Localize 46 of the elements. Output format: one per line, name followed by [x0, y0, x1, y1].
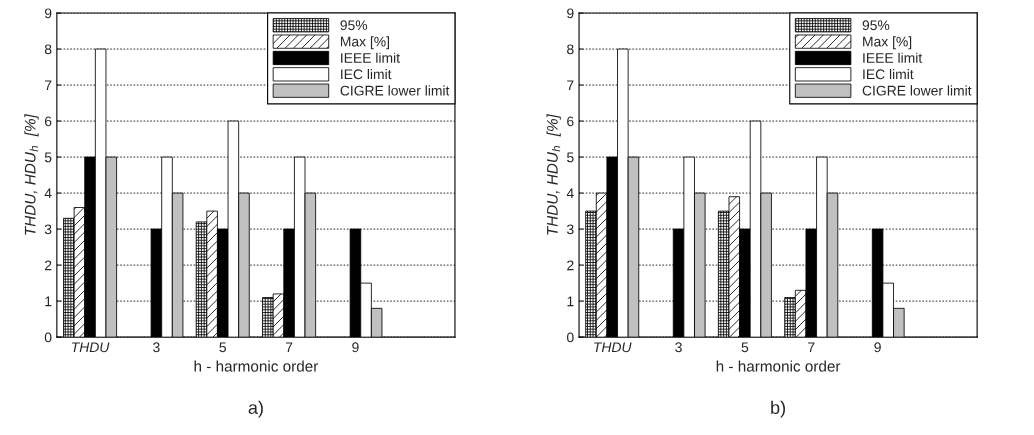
legend-label: IEC limit — [863, 68, 914, 80]
legend-label: CIGRE lower limit — [340, 85, 450, 96]
y-tick-label: 0 — [567, 332, 574, 343]
x-tick-label: 3 — [675, 342, 682, 353]
x-tick-label: 9 — [352, 342, 359, 353]
y-tick-label: 5 — [44, 152, 52, 163]
y-tick-label: 6 — [567, 116, 574, 127]
y-tick-label: 2 — [567, 260, 574, 271]
legend-label: IEEE limit — [341, 52, 400, 63]
y-tick-label: 0 — [44, 332, 52, 343]
x-axis-title: h - harmonic order — [716, 360, 841, 372]
legend-label: CIGRE lower limit — [862, 85, 972, 96]
x-axis-title: h - harmonic order — [194, 360, 319, 372]
x-tick-label: 5 — [219, 342, 227, 353]
y-tick-label: 1 — [567, 296, 574, 307]
y-tick-label: 1 — [45, 296, 52, 307]
legend-label: IEEE limit — [863, 52, 923, 63]
y-tick-label: 3 — [566, 224, 574, 235]
y-tick-label: 4 — [566, 188, 574, 199]
y-tick-label: 8 — [44, 44, 52, 55]
legend-label: 95% — [862, 20, 890, 31]
y-tick-label: 9 — [567, 8, 574, 19]
text: b) — [771, 400, 785, 418]
legend-label: Max [%] — [340, 36, 389, 50]
y-axis-title: THDU, HDU$_{h}$ [%] — [546, 113, 561, 235]
y-tick-label: 6 — [44, 116, 52, 127]
y-tick-label: 3 — [44, 224, 52, 235]
x-tick-label: 5 — [741, 342, 749, 353]
y-tick-label: 2 — [44, 260, 52, 271]
x-tick-label: 9 — [874, 342, 881, 353]
legend-label: IEC limit — [341, 68, 392, 80]
x-tick-label: 7 — [808, 342, 815, 353]
x-tick-label: 7 — [285, 342, 293, 353]
x-tick-label: THDU — [72, 342, 110, 353]
legend-label: Max [%] — [863, 36, 912, 50]
y-tick-label: 9 — [44, 8, 52, 19]
y-tick-label: 8 — [567, 44, 574, 55]
y-tick-label: 4 — [44, 188, 52, 199]
y-axis-title: THDU, HDU$_{h}$ [%] — [24, 113, 39, 235]
y-tick-label: 7 — [45, 80, 52, 91]
y-tick-label: 5 — [567, 152, 574, 163]
x-tick-label: 3 — [153, 342, 160, 353]
x-tick-label: THDU — [594, 342, 632, 353]
y-tick-label: 7 — [567, 80, 574, 91]
legend-label: 95% — [340, 20, 368, 31]
text: a) — [248, 400, 263, 418]
